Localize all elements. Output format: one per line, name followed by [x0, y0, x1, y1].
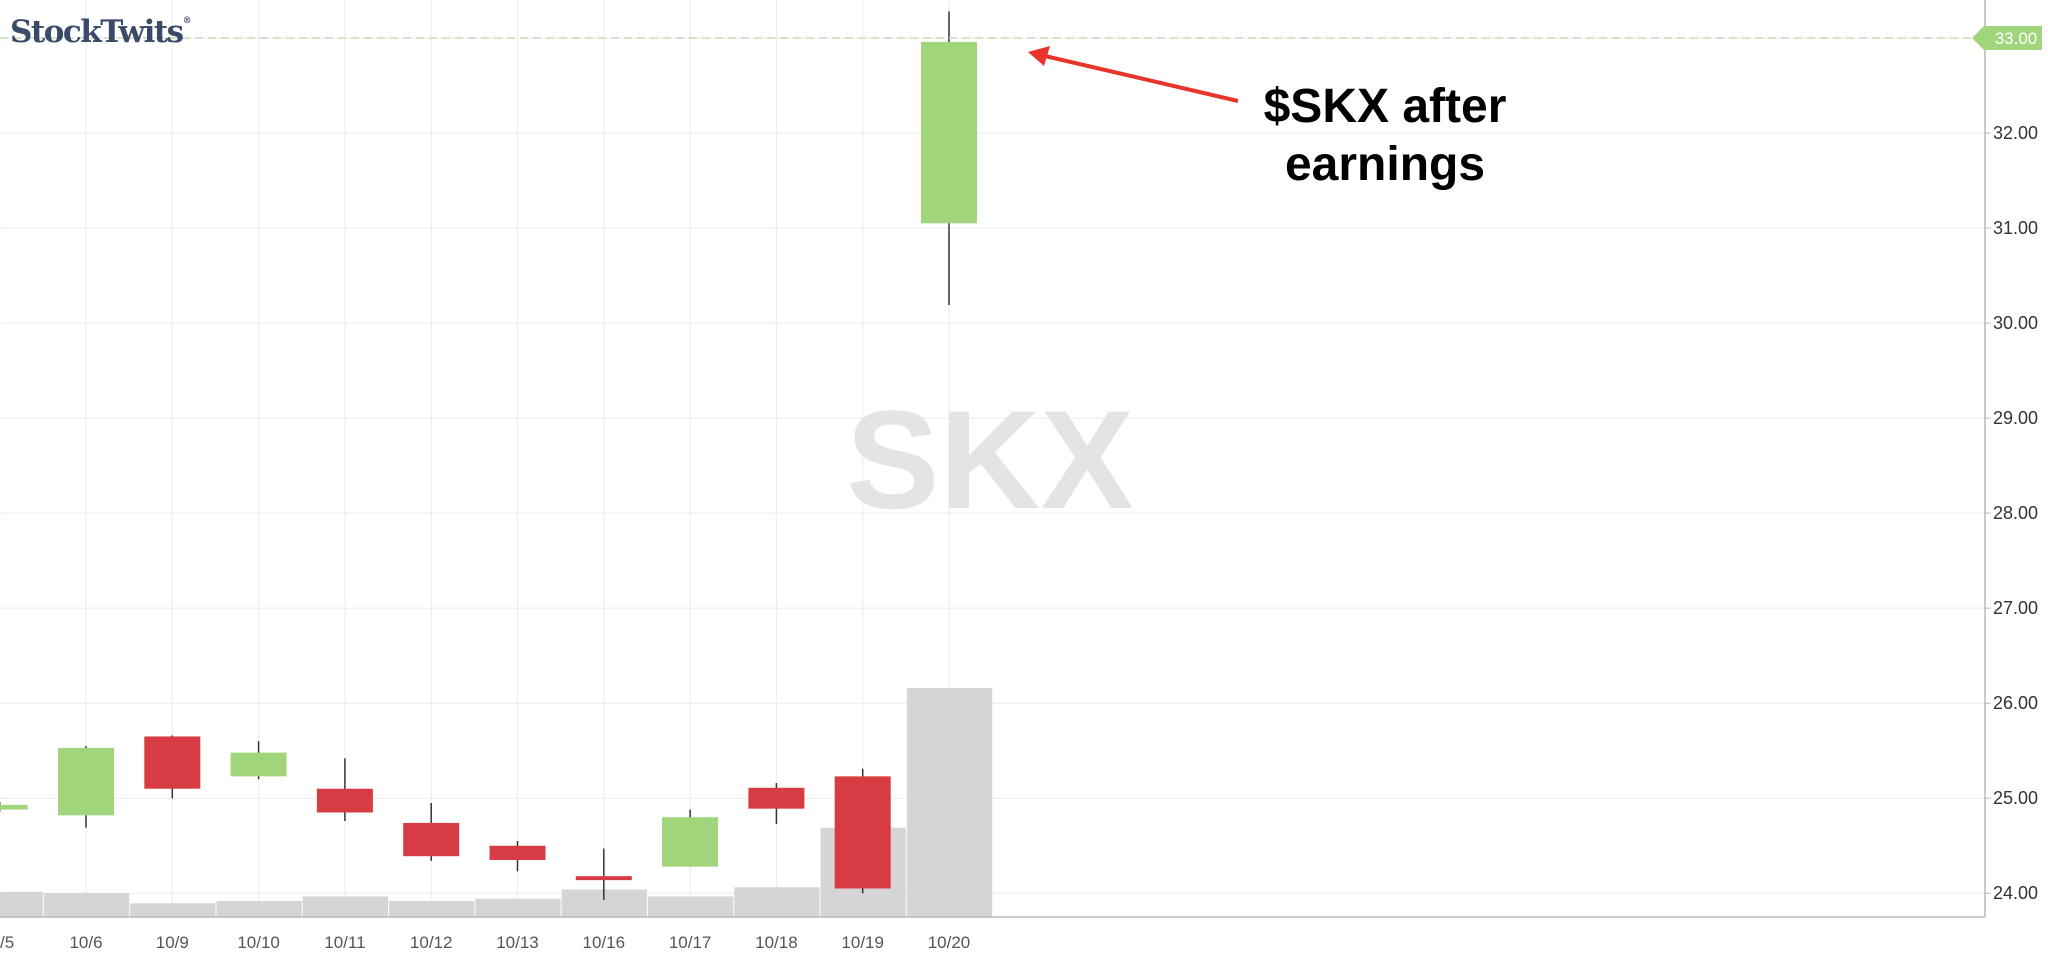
candle-body: [921, 41, 977, 224]
candle-10-19: [834, 768, 891, 894]
y-tick-label: 24.00: [1993, 883, 2038, 903]
candle-body: [489, 845, 546, 860]
price-tag-shape: [1972, 26, 2042, 51]
candle-body: [575, 876, 632, 881]
x-tick-label: 10/10: [237, 933, 280, 952]
annotation-line-2: earnings: [1284, 138, 1486, 191]
y-tick-label: 25.00: [1993, 788, 2038, 808]
volume-bar-10-9: [130, 903, 216, 917]
volume-bar-10-5: [0, 891, 43, 917]
volume-bar-10-18: [734, 887, 820, 917]
candle-body: [403, 822, 460, 857]
y-tick-label: 30.00: [1993, 313, 2038, 333]
x-tick-label: 10/11: [324, 933, 365, 952]
y-tick-label: 26.00: [1993, 693, 2038, 713]
candle-10-18: [748, 783, 805, 824]
annotation-arrow: [1028, 46, 1239, 103]
annotation-text: $SKX after earnings: [1230, 78, 1540, 194]
axes: [0, 0, 1986, 918]
x-tick-label: /5: [0, 933, 14, 952]
volume-bar-10-6: [43, 892, 130, 917]
candle-10-20: [921, 11, 977, 306]
volume-bar-10-13: [475, 898, 561, 917]
x-tick-label: 10/9: [156, 933, 189, 952]
arrow-shaft: [1044, 54, 1239, 103]
ticker-watermark: SKX: [846, 381, 1134, 538]
price-tag-label: 33.00: [1995, 29, 2038, 48]
y-tick-label: 27.00: [1993, 598, 2038, 618]
candle-body: [144, 736, 201, 789]
annotation-line-1: $SKX after: [1263, 80, 1507, 133]
x-tick-label: 10/19: [841, 933, 884, 952]
candle-body: [0, 804, 28, 810]
volume-bar-10-17: [647, 896, 734, 917]
candle-10-13: [489, 840, 546, 872]
volume-bar-10-11: [302, 896, 389, 917]
y-tick-label: 28.00: [1993, 503, 2038, 523]
x-tick-label: 10/12: [410, 933, 453, 952]
x-tick-label: 10/16: [583, 933, 626, 952]
volume-bar-10-10: [216, 900, 302, 917]
stocktwits-logo: StockTwits®: [10, 14, 192, 50]
x-axis-ticks: /5 10/6 10/9 10/10 10/11 10/12 10/13 10/16 10/17…: [0, 933, 970, 952]
current-price-tag: 33.00: [1972, 26, 2042, 51]
volume-bars: [0, 688, 993, 917]
candle-body: [58, 747, 114, 816]
candle-body: [662, 817, 719, 867]
y-tick-label: 31.00: [1993, 218, 2038, 238]
candle-10-11: [316, 758, 373, 822]
candle-10-6: [58, 745, 114, 828]
volume-bar-10-20: [906, 688, 993, 917]
candle-10-5: [0, 802, 28, 812]
candles: [0, 11, 977, 900]
x-tick-label: 10/13: [496, 933, 539, 952]
candle-10-17: [662, 809, 719, 867]
x-tick-label: 10/20: [928, 933, 971, 952]
y-axis-ticks: 24.00 25.00 26.00 27.00 28.00 29.00 30.00 31.00…: [1985, 37, 2038, 903]
candle-10-16: [575, 848, 632, 900]
volume-bar-10-12: [389, 900, 475, 917]
logo-registered-mark: ®: [182, 16, 192, 26]
arrow-head: [1028, 46, 1050, 66]
candle-body: [230, 752, 287, 777]
candle-10-12: [403, 802, 460, 861]
x-tick-label: 10/17: [669, 933, 712, 952]
candle-10-9: [144, 735, 201, 799]
x-tick-label: 10/18: [755, 933, 798, 952]
y-tick-label: 29.00: [1993, 408, 2038, 428]
candle-body: [316, 788, 373, 813]
x-tick-label: 10/6: [69, 933, 102, 952]
candle-body: [748, 787, 805, 809]
candle-body: [834, 776, 891, 889]
candle-10-10: [230, 741, 287, 780]
y-tick-label: 32.00: [1993, 123, 2038, 143]
logo-text: StockTwits: [10, 14, 184, 50]
